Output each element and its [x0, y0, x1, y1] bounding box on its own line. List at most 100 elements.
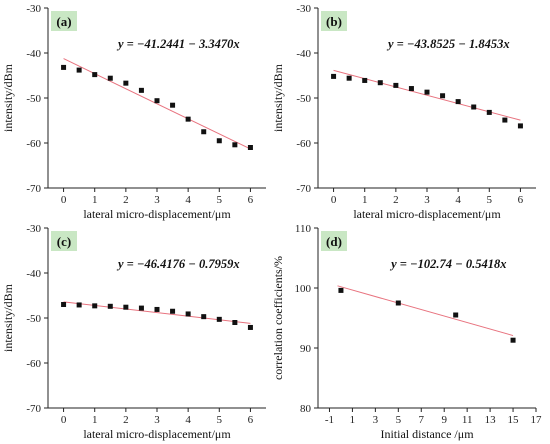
- data-point: [170, 308, 176, 314]
- x-tick-label: 5: [396, 414, 402, 426]
- data-point: [185, 116, 191, 122]
- x-tick-label: 4: [185, 194, 191, 206]
- x-tick-label: 4: [455, 194, 461, 206]
- y-tick-label: -60: [26, 138, 41, 150]
- data-point: [76, 67, 82, 73]
- x-tick-label: 3: [373, 414, 379, 426]
- data-point: [424, 89, 430, 95]
- x-tick-label: 1: [350, 414, 356, 426]
- x-tick-label: 3: [154, 414, 160, 426]
- y-tick-label: -50: [26, 93, 41, 105]
- data-point: [247, 145, 253, 150]
- y-tick-label: -30: [26, 3, 41, 15]
- x-tick-label: 0: [61, 194, 67, 206]
- fit-equation: y = −46.4176 − 0.7959x: [116, 257, 240, 271]
- data-point: [76, 302, 82, 308]
- x-tick-label: 6: [248, 194, 254, 206]
- fit-line: [333, 69, 521, 121]
- fit-line: [337, 285, 514, 337]
- panel-label: (b): [326, 14, 342, 29]
- y-tick-label: -50: [26, 313, 41, 325]
- data-point: [510, 337, 516, 343]
- data-point: [440, 93, 446, 99]
- data-point: [154, 98, 160, 104]
- data-point: [232, 320, 238, 325]
- data-point: [331, 73, 337, 79]
- y-axis-label: correlation coefficients/%: [271, 256, 285, 380]
- y-tick-label: 110: [295, 223, 312, 235]
- x-tick-label: 13: [485, 414, 497, 426]
- y-tick-label: 80: [300, 403, 312, 415]
- data-point: [486, 109, 492, 115]
- data-point: [393, 82, 399, 88]
- y-tick-label: 90: [300, 343, 312, 355]
- y-tick-label: -60: [296, 138, 311, 150]
- panel-b: -70 -60 -50 -40 -30 0 1 2 3 4 5 6 (b) y = −43.8525 − …: [271, 3, 536, 221]
- data-point: [408, 86, 414, 92]
- panel-label-bg: [51, 231, 77, 251]
- data-point: [201, 314, 207, 320]
- data-point: [138, 87, 144, 93]
- panel-label: (c): [57, 234, 71, 249]
- panel-a: -70 -60 -50 -40 -30 0 1 2 3 4 5 6 (a) y = −41.2441 − …: [1, 3, 266, 221]
- y-tick-label: 100: [295, 283, 312, 295]
- data-point: [92, 303, 98, 309]
- panel-label: (d): [326, 234, 342, 249]
- data-point: [138, 305, 144, 311]
- data-point: [338, 287, 344, 293]
- y-axis-label: intensity/dBm: [1, 283, 15, 352]
- data-point: [201, 129, 207, 135]
- x-axis-label: Initial distance /μm: [380, 427, 474, 441]
- data-point: [216, 138, 222, 144]
- x-tick-label: -1: [325, 414, 334, 426]
- data-point: [61, 64, 67, 70]
- y-tick-label: -40: [296, 48, 311, 60]
- x-tick-label: 2: [393, 194, 399, 206]
- y-axis-label: intensity/dBm: [271, 63, 285, 132]
- x-tick-label: 7: [419, 414, 425, 426]
- data-point: [92, 72, 98, 78]
- y-tick-label: -70: [26, 183, 41, 195]
- y-tick-label: -70: [296, 183, 311, 195]
- y-tick-label: -70: [26, 403, 41, 415]
- x-tick-label: 1: [92, 414, 98, 426]
- data-point: [346, 75, 352, 81]
- data-point: [61, 302, 67, 307]
- x-tick-label: 5: [217, 194, 223, 206]
- fit-line: [63, 301, 251, 324]
- data-point: [453, 312, 459, 318]
- panel-c: -70 -60 -50 -40 -30 0 1 2 3 4 5 6 (c) y = −46.4176 − …: [1, 223, 266, 441]
- x-tick-label: 17: [531, 414, 543, 426]
- x-tick-label: 6: [518, 194, 524, 206]
- data-point: [185, 311, 191, 317]
- data-point: [107, 303, 113, 309]
- x-tick-label: 3: [154, 194, 160, 206]
- y-tick-label: -30: [26, 223, 41, 235]
- data-point: [517, 123, 523, 129]
- x-tick-label: 2: [123, 414, 129, 426]
- y-tick-label: -40: [26, 268, 41, 280]
- x-tick-label: 5: [487, 194, 493, 206]
- data-point: [377, 80, 383, 86]
- data-point: [107, 75, 113, 81]
- fit-equation: y = −43.8525 − 1.8453x: [386, 37, 510, 51]
- x-axis-label: lateral micro-displacement/μm: [83, 207, 231, 221]
- data-point: [247, 324, 253, 330]
- x-tick-label: 4: [185, 414, 191, 426]
- y-tick-label: -40: [26, 48, 41, 60]
- y-tick-label: -50: [296, 93, 311, 105]
- y-tick-label: -60: [26, 358, 41, 370]
- data-point: [395, 300, 401, 306]
- x-tick-label: 6: [248, 414, 254, 426]
- x-axis-label: lateral micro-displacement/μm: [83, 427, 231, 441]
- y-tick-label: -30: [296, 3, 311, 15]
- data-point: [216, 316, 222, 322]
- data-point: [170, 102, 176, 108]
- panel-label: (a): [56, 14, 71, 29]
- x-tick-label: 1: [362, 194, 368, 206]
- fit-equation: y = −41.2441 − 3.3470x: [116, 37, 240, 51]
- fit-equation: y = −102.74 − 0.5418x: [389, 257, 506, 271]
- y-axis-label: intensity/dBm: [1, 63, 15, 132]
